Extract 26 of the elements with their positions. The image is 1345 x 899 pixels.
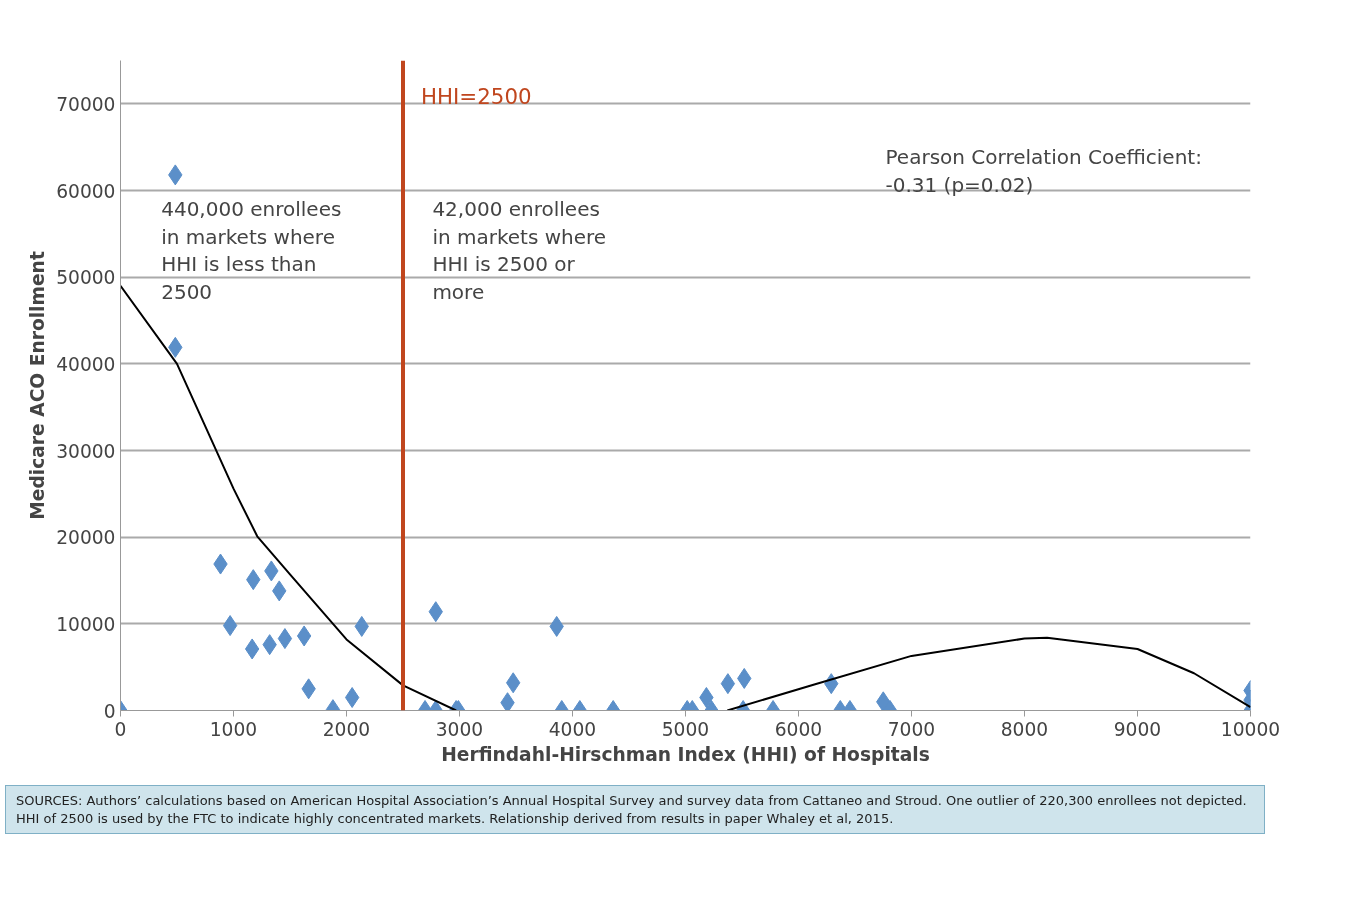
x-tick-label: 7000 [887, 718, 936, 740]
x-tick-label: 2000 [322, 718, 371, 740]
y-tick-label: 20000 [56, 527, 116, 549]
annotation: Pearson Correlation Coefficient: -0.31 (p=0.02) [885, 145, 1202, 197]
y-tick-label: 60000 [56, 180, 116, 202]
line-series [726, 636, 1251, 711]
y-tick-label: 30000 [56, 440, 116, 462]
x-tick-label: 4000 [548, 718, 597, 740]
x-tick-label: 1000 [209, 718, 258, 740]
y-tick-label: 50000 [56, 267, 116, 289]
annotation: 440,000 enrollees in markets where HHI is less than 2500 [161, 197, 342, 304]
y-tick-label: 0 [103, 700, 116, 722]
x-axis-title: Herfindahl-Hirschman Index (HHI) of Hospitals [441, 743, 930, 765]
ref-line-label: HHI=2500 [421, 83, 532, 109]
annotation: 42,000 enrollees in markets where HHI is 2500 or more [432, 197, 607, 304]
x-tick-label: 10000 [1220, 718, 1281, 740]
y-tick-label: 10000 [56, 613, 116, 635]
x-tick-label: 5000 [661, 718, 710, 740]
x-tick-label: 8000 [1000, 718, 1049, 740]
y-tick-label: 70000 [56, 93, 116, 115]
x-tick-label: 3000 [435, 718, 484, 740]
y-axis-title: Medicare ACO Enrollment [27, 251, 49, 520]
x-tick-label: 6000 [774, 718, 823, 740]
y-tick-label: 40000 [56, 353, 116, 375]
source-note: SOURCES: Authors’ calculations based on American Hospital Association’s Annual Hospital Survey and survey data from Cattaneo and Stroud. One outlier of 220,300 enrollees not depicted. HHI of 2500 is used by the FTC to indicate highly concentrated markets. Relationship derived from results in paper Whaley et al, 2015. [16, 792, 1248, 828]
x-tick-label: 9000 [1113, 718, 1162, 740]
